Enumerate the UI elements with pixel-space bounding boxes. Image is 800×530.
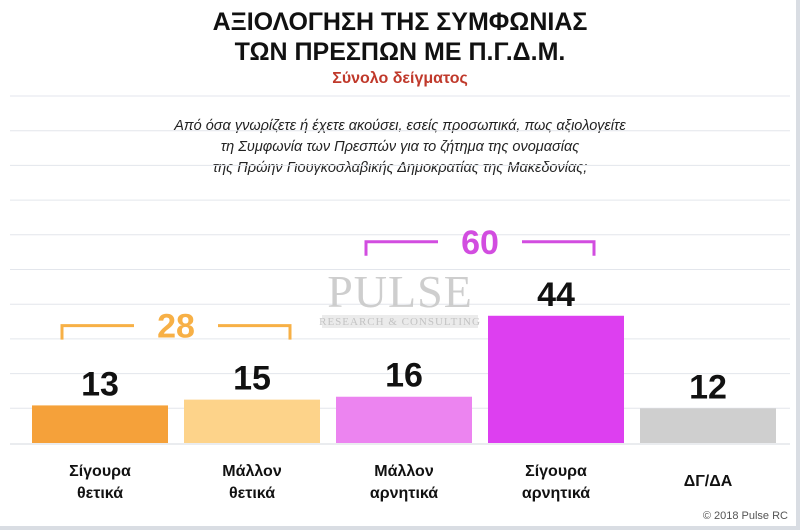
group-total-label: 28 (157, 308, 195, 346)
category-labels: Σίγουρα θετικά Μάλλον θετικά Μάλλον αρνητικά Σ… (69, 463, 733, 502)
bar-value-label: 44 (537, 276, 575, 314)
chart-title-line2: ΤΩΝ ΠΡΕΣΠΩΝ ΜΕ Π.Γ.Δ.Μ. (234, 38, 566, 66)
pulse-watermark: PULSE RESEARCH & CONSULTING (319, 266, 481, 328)
bar-value-label: 15 (233, 360, 271, 398)
group-total-label: 60 (461, 224, 499, 262)
group-bracket-right (522, 240, 596, 256)
watermark-main: PULSE (327, 266, 473, 317)
bar (640, 408, 776, 443)
category-label: αρνητικά (522, 485, 590, 502)
category-label: θετικά (77, 485, 123, 502)
bar (336, 396, 472, 443)
category-label: Σίγουρα (525, 463, 587, 480)
bar-value-label: 13 (81, 365, 119, 403)
category-label: ΔΓ/ΔΑ (684, 473, 733, 490)
group-bracket-left (364, 240, 438, 256)
group-bracket-left (60, 324, 134, 340)
value-labels: 13 15 16 44 12 (81, 276, 727, 407)
bar (32, 405, 168, 443)
category-label: θετικά (229, 485, 275, 502)
chart-title-line1: ΑΞΙΟΛΟΓΗΣΗ ΤΗΣ ΣΥΜΦΩΝΙΑΣ (212, 8, 588, 36)
bar (184, 399, 320, 443)
copyright: © 2018 Pulse RC (702, 510, 788, 522)
bars (32, 315, 776, 443)
bar-value-label: 12 (689, 368, 727, 406)
bar (488, 315, 624, 443)
category-label: Μάλλον (222, 463, 282, 480)
chart-subtitle: Σύνολο δείγματος (332, 70, 468, 87)
watermark-sub: RESEARCH & CONSULTING (319, 316, 481, 328)
question-line2: τη Συμφωνία των Πρεσπών για το ζήτημα τη… (220, 139, 580, 155)
question-line1: Από όσα γνωρίζετε ή έχετε ακούσει, εσείς… (174, 118, 626, 134)
category-label: Σίγουρα (69, 463, 131, 480)
category-label: Μάλλον (374, 463, 434, 480)
category-label: αρνητικά (370, 485, 438, 502)
group-bracket-right (218, 324, 292, 340)
bar-value-label: 16 (385, 357, 423, 395)
group-brackets: 28 60 (60, 224, 596, 346)
question-line3: της Πρώην Γιουγκοσλαβικής Δημοκρατίας τη… (212, 160, 588, 176)
